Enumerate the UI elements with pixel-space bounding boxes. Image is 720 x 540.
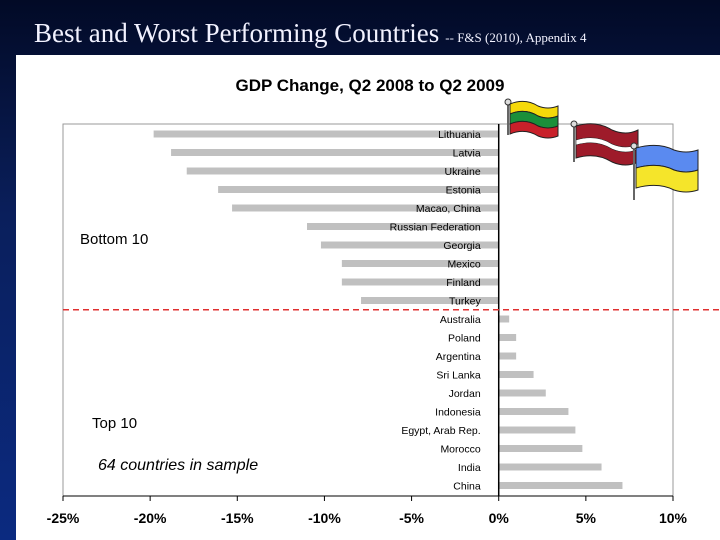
bar xyxy=(232,204,499,212)
annotation-top-10: Top 10 xyxy=(92,415,137,432)
slide-subtitle: -- F&S (2010), Appendix 4 xyxy=(445,30,587,45)
category-label: Sri Lanka xyxy=(436,370,481,382)
category-label: Argentina xyxy=(436,351,481,363)
x-tick-label: 5% xyxy=(576,510,597,526)
bar xyxy=(498,408,569,415)
bar xyxy=(307,223,499,230)
category-label: Australia xyxy=(440,314,481,326)
bar xyxy=(320,241,499,249)
bar xyxy=(498,334,517,341)
category-label: Egypt, Arab Rep. xyxy=(401,425,480,437)
category-label: Macao, China xyxy=(416,203,481,215)
category-label: Jordan xyxy=(449,388,481,400)
category-label: Lithuania xyxy=(438,129,481,141)
bar xyxy=(153,130,499,138)
annotation-sample: 64 countries in sample xyxy=(98,457,258,474)
bar xyxy=(498,426,576,434)
bar xyxy=(171,149,499,156)
bar xyxy=(498,389,546,397)
bar xyxy=(498,463,602,471)
x-tick-label: 0% xyxy=(489,510,510,526)
bar xyxy=(341,278,499,286)
x-tick-label: 10% xyxy=(659,510,688,526)
category-label: Mexico xyxy=(447,259,480,271)
bar xyxy=(361,297,499,304)
category-label: Latvia xyxy=(453,148,481,160)
bar xyxy=(498,352,517,360)
slide-title: Best and Worst Performing Countries -- F&… xyxy=(34,18,587,49)
slide-title-text: Best and Worst Performing Countries xyxy=(34,18,440,48)
bar xyxy=(186,167,499,175)
x-tick-label: -25% xyxy=(47,510,80,526)
latvia-flag xyxy=(570,120,639,166)
category-label: Russian Federation xyxy=(390,222,481,234)
category-label: Finland xyxy=(446,277,481,289)
category-label: Poland xyxy=(448,333,481,345)
bar xyxy=(218,186,499,193)
chart-title: GDP Change, Q2 2008 to Q2 2009 xyxy=(236,76,505,95)
category-label: Estonia xyxy=(446,185,481,197)
lithuania-flag xyxy=(504,98,559,139)
x-tick-label: -5% xyxy=(399,510,424,526)
bar xyxy=(498,315,510,323)
category-label: Georgia xyxy=(443,240,481,252)
category-label: Turkey xyxy=(449,296,481,308)
x-tick-label: -15% xyxy=(221,510,254,526)
bar xyxy=(498,445,583,452)
category-label: China xyxy=(453,481,481,493)
category-label: India xyxy=(458,462,481,474)
category-label: Indonesia xyxy=(435,407,481,419)
x-tick-label: -10% xyxy=(308,510,341,526)
bar xyxy=(498,371,534,378)
category-label: Morocco xyxy=(440,444,480,456)
ukraine-flag xyxy=(630,142,699,200)
bar xyxy=(341,260,499,267)
bar xyxy=(498,482,623,489)
annotation-bottom-10: Bottom 10 xyxy=(80,231,148,248)
category-label: Ukraine xyxy=(445,166,481,178)
x-tick-label: -20% xyxy=(134,510,167,526)
